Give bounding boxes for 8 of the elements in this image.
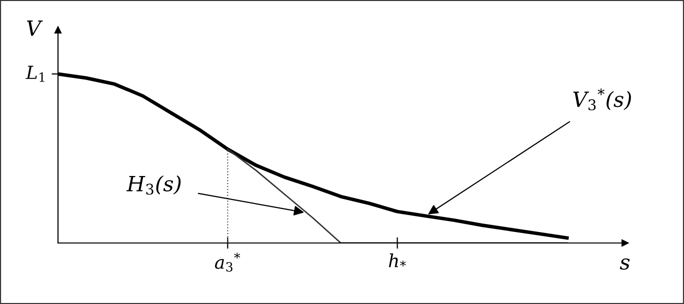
x-tick-label: a$_{3}$$^{*}$ xyxy=(215,252,240,272)
annotation: H$_{3}$(s) xyxy=(126,175,181,195)
y-axis-title: V xyxy=(573,92,590,107)
text: V xyxy=(27,20,43,36)
text: $_{3}$$^{*}$(s) xyxy=(588,88,631,110)
x-axis-title: s xyxy=(620,258,630,270)
annotation: L$_{1}$ xyxy=(26,66,44,82)
x-tick-label: h$_{*}$ xyxy=(388,253,406,268)
